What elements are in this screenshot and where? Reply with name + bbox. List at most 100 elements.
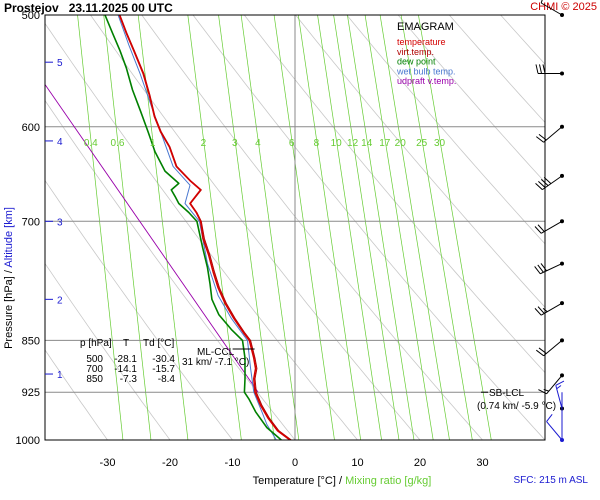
copyright: CHMI © 2025	[530, 1, 597, 13]
temperature-tick-label: -20	[162, 457, 178, 469]
mixing-ratio-label: 8	[314, 138, 320, 149]
table-cell: 700	[86, 364, 103, 375]
dry-adiabat-line	[243, 15, 545, 374]
wind-barb	[555, 380, 565, 411]
mixing-ratio-line	[400, 15, 473, 440]
dry-adiabat-line	[448, 15, 545, 124]
temperature-tick-label: 20	[414, 457, 426, 469]
dry-adiabat-line	[592, 3, 600, 440]
legend-entry: temperature	[397, 37, 446, 47]
temperature-tick-label: 10	[351, 457, 363, 469]
dry-adiabat-line	[45, 22, 358, 440]
mixing-ratio-line	[364, 15, 434, 440]
wind-barb	[534, 261, 564, 275]
dry-adiabat-line	[45, 262, 171, 440]
mixing-ratio-line	[218, 15, 275, 440]
table-cell: -28.1	[114, 354, 137, 365]
altitude-tick-label: 5	[57, 58, 63, 69]
altitude-tick-label: 1	[57, 370, 63, 381]
mixing-ratio-label: 0.6	[111, 138, 125, 149]
datetime: 23.11.2025 00 UTC	[68, 1, 173, 15]
altitude-tick-label: 4	[57, 137, 63, 148]
xlabel: Temperature [°C]	[253, 475, 336, 487]
table-cell: -7.3	[120, 374, 138, 385]
temperature-tick-label: 0	[292, 457, 298, 469]
pressure-tick-label: 700	[22, 216, 40, 228]
ml-ccl-label: ML-CCL	[197, 347, 235, 358]
sb-lcl-sub: (0.74 km/ -5.9 °C)	[477, 401, 556, 412]
series-wet-bulb-temp	[117, 15, 277, 440]
chart-title: EMAGRAM	[397, 21, 454, 33]
ml-ccl-sub: 31 km/ -7.1 °C)	[182, 357, 249, 368]
legend-entry: dew point	[397, 57, 436, 67]
pressure-tick-label: 925	[22, 387, 40, 399]
dry-adiabat-line	[90, 15, 421, 440]
table-cell: -8.4	[158, 374, 176, 385]
dry-adiabat-line	[541, 3, 600, 440]
xlabel-secondary: Mixing ratio [g/kg]	[345, 475, 431, 487]
altitude-tick-label: 3	[57, 217, 63, 228]
mixing-ratio-label: 6	[289, 138, 295, 149]
chart-header: Prostejov 23.11.2025 00 UTC	[4, 1, 173, 15]
dry-adiabat-line	[141, 15, 483, 440]
pressure-tick-label: 850	[22, 335, 40, 347]
mixing-ratio-line	[347, 15, 415, 440]
ylabel: Pressure [hPa]	[3, 276, 15, 349]
mixing-ratio-label: 1	[150, 138, 156, 149]
mixing-ratio-label: 4	[255, 138, 261, 149]
pressure-tick-label: 500	[22, 10, 40, 22]
legend-entry: udpraft v.temp.	[397, 76, 456, 86]
dry-adiabat-line	[346, 15, 545, 245]
dry-adiabat-line	[397, 15, 545, 183]
altitude-tick-label: 2	[57, 295, 63, 306]
legend-entry: wet bulb temp.	[396, 66, 456, 76]
ylabel-separator: /	[3, 268, 15, 277]
mixing-ratio-line	[317, 15, 382, 440]
wind-barb	[535, 124, 564, 143]
legend-entry: virt.temp.	[397, 47, 434, 57]
mixing-ratio-line	[273, 15, 335, 440]
wind-barb	[534, 219, 564, 234]
mixing-ratio-line	[379, 15, 450, 440]
x-axis-title: Temperature [°C] / Mixing ratio [g/kg]	[253, 475, 432, 487]
mixing-ratio-label: 2	[201, 138, 207, 149]
plot-border	[44, 14, 546, 441]
mixing-ratio-line	[418, 15, 492, 440]
mixing-ratio-label: 17	[379, 138, 391, 149]
table-cell: -14.1	[114, 364, 137, 375]
station-name: Prostejov	[4, 1, 59, 15]
wind-barb	[535, 64, 564, 76]
temperature-tick-label: -10	[225, 457, 241, 469]
mixing-ratio-label: 30	[434, 138, 446, 149]
mixing-ratio-label: 14	[361, 138, 373, 149]
wind-barb	[538, 373, 564, 395]
mixing-ratio-line	[240, 15, 300, 440]
table-cell: 850	[86, 374, 103, 385]
dry-adiabat-line	[192, 15, 545, 440]
sb-lcl-label: SB-LCL	[489, 388, 524, 399]
mixing-ratio-label: 25	[416, 138, 428, 149]
series-udpraft-v-temp	[45, 84, 259, 393]
mixing-ratio-line	[187, 15, 242, 440]
table-cell: -15.7	[152, 364, 175, 375]
temperature-tick-label: 30	[476, 457, 488, 469]
series-virt-temp	[119, 15, 292, 440]
pressure-tick-label: 1000	[16, 435, 40, 447]
table-header: p [hPa]	[80, 338, 112, 349]
wind-barb	[535, 173, 564, 191]
mixing-ratio-label: 20	[395, 138, 407, 149]
pressure-tick-label: 600	[22, 122, 40, 134]
wind-barb	[546, 413, 564, 442]
table-header: Td [°C]	[143, 338, 174, 349]
table-cell: 500	[86, 354, 103, 365]
wind-barb	[540, 0, 564, 17]
mixing-ratio-label: 10	[331, 138, 343, 149]
wind-barb	[535, 338, 564, 357]
table-header: T	[123, 338, 129, 349]
wind-barb	[534, 301, 564, 316]
mixing-ratio-label: 0.4	[84, 138, 98, 149]
table-cell: -30.4	[152, 354, 175, 365]
surface-elevation: SFC: 215 m ASL	[513, 475, 588, 486]
mixing-ratio-line	[103, 15, 152, 440]
